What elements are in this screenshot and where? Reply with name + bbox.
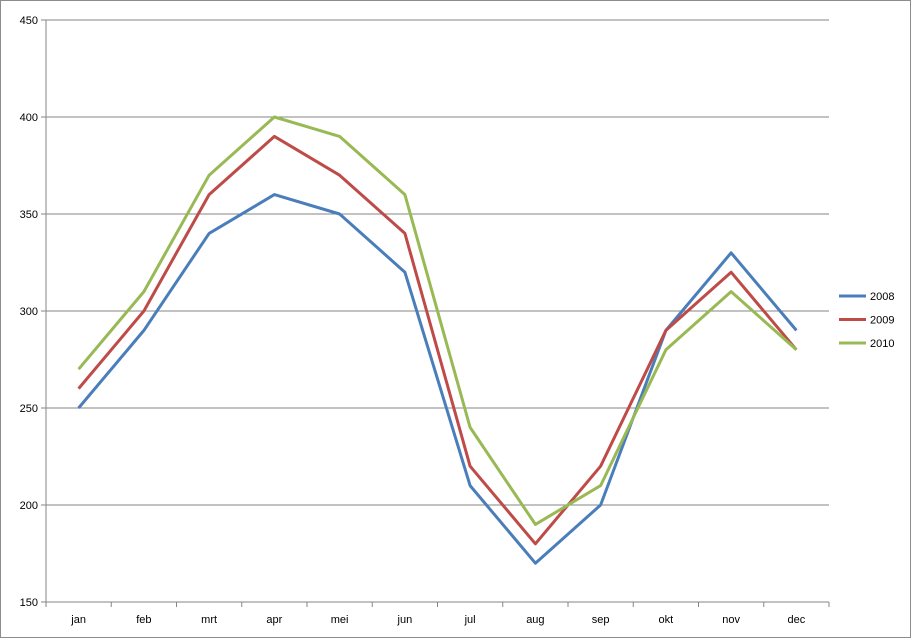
y-tick-label: 400: [20, 112, 38, 124]
y-tick-label: 450: [20, 15, 38, 27]
x-tick-label-feb: feb: [136, 614, 151, 626]
x-tick-label-sep: sep: [592, 614, 610, 626]
series-line-2009: [77, 134, 798, 546]
series-line-2008: [77, 193, 798, 565]
y-tick-label: 250: [20, 403, 38, 415]
legend-label-2009: 2009: [870, 315, 894, 327]
y-tick-label: 300: [20, 306, 38, 318]
x-axis-tick-labels: jan feb mrt apr mei jun jul aug sep okt nov dec: [70, 614, 805, 626]
legend-label-2010: 2010: [870, 338, 894, 350]
legend: 2008 2009 2010: [839, 291, 894, 350]
x-tick-label-mei: mei: [331, 614, 349, 626]
x-tick-label-mrt: mrt: [201, 614, 217, 626]
y-tick-label: 350: [20, 209, 38, 221]
gridlines: [46, 19, 829, 506]
x-tick-label-jun: jun: [397, 614, 413, 626]
x-tick-label-nov: nov: [722, 614, 740, 626]
series-lines: [77, 115, 798, 565]
y-tick-label: 150: [20, 597, 38, 609]
x-tick-label-dec: dec: [788, 614, 806, 626]
x-tick-label-jul: jul: [464, 614, 476, 626]
y-axis-tick-labels: 150 200 250 300 350 400 450: [20, 15, 38, 609]
x-tick-label-aug: aug: [526, 614, 544, 626]
y-tick-label: 200: [20, 500, 38, 512]
legend-label-2008: 2008: [870, 291, 894, 303]
x-tick-label-jan: jan: [70, 614, 86, 626]
x-tick-label-okt: okt: [659, 614, 674, 626]
series-line-2010: [77, 115, 798, 526]
axes: [41, 19, 830, 607]
x-tick-label-apr: apr: [266, 614, 282, 626]
